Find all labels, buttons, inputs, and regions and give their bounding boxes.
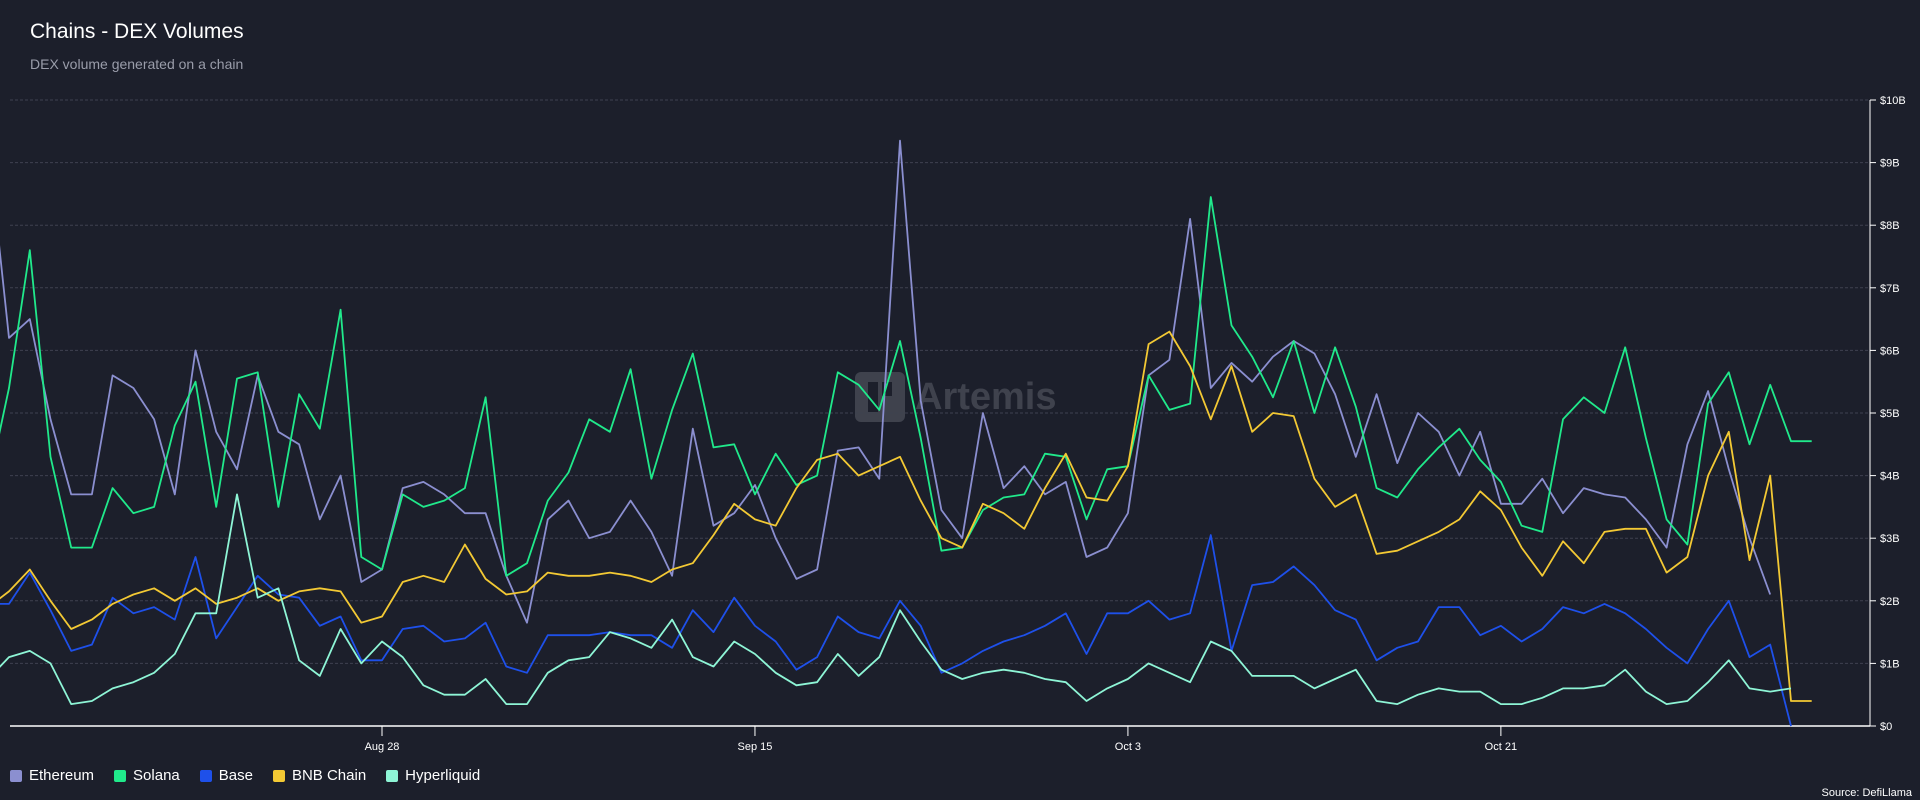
- legend-item-base[interactable]: Base: [199, 767, 253, 784]
- y-tick-label: $2B: [1880, 596, 1900, 608]
- series-line-bnb-chain[interactable]: [0, 330, 1812, 702]
- series-line-solana[interactable]: [0, 196, 1812, 577]
- y-tick-label: $7B: [1880, 283, 1900, 295]
- y-tick-label: $9B: [1880, 158, 1900, 170]
- y-tick-label: $8B: [1880, 220, 1900, 232]
- legend-label: Ethereum: [29, 767, 95, 784]
- artemis-watermark: Artemis: [855, 372, 1057, 422]
- y-tick-label: $10B: [1880, 95, 1906, 107]
- x-tick-label: Aug 28: [365, 741, 400, 753]
- series-line-base[interactable]: [0, 534, 1792, 727]
- legend-item-bnb-chain[interactable]: BNB Chain: [272, 767, 367, 784]
- grid-lines: [10, 99, 1870, 727]
- y-tick-label: $5B: [1880, 408, 1900, 420]
- legend-label: BNB Chain: [291, 767, 367, 784]
- y-tick-label: $4B: [1880, 471, 1900, 483]
- y-tick-label: $3B: [1880, 533, 1900, 545]
- y-tick-label: $6B: [1880, 345, 1900, 357]
- artemis-logo-icon: [855, 372, 905, 422]
- legend-swatch: [199, 769, 212, 782]
- series-line-ethereum[interactable]: [0, 139, 1772, 624]
- legend-label: Solana: [133, 767, 180, 784]
- legend-label: Hyperliquid: [405, 767, 481, 784]
- legend-swatch: [114, 769, 127, 782]
- x-tick-label: Sep 15: [738, 741, 773, 753]
- legend-item-ethereum[interactable]: Ethereum: [10, 767, 94, 784]
- legend-swatch: [386, 769, 399, 782]
- legend-swatch: [272, 769, 285, 782]
- chart-subtitle: DEX volume generated on a chain: [30, 56, 244, 72]
- source-note: Source: DefiLlama: [1821, 787, 1913, 799]
- series-lines: [0, 139, 1812, 727]
- legend-item-solana[interactable]: Solana: [114, 767, 180, 784]
- axes: $0 $1B $2B $3B $4B $5B $6B $7B $8B $9B $10B Aug 28 S…: [365, 95, 1906, 753]
- chart-title: Chains - DEX Volumes: [30, 20, 244, 43]
- legend-item-hyperliquid[interactable]: Hyperliquid: [386, 767, 480, 784]
- legend-swatch: [10, 769, 22, 782]
- x-tick-label: Oct 21: [1485, 741, 1517, 753]
- x-tick-label: Oct 3: [1115, 741, 1141, 753]
- series-line-hyperliquid[interactable]: [0, 493, 1792, 705]
- y-tick-label: $1B: [1880, 658, 1900, 670]
- legend-label: Base: [218, 767, 253, 784]
- chart-legend: Ethereum Solana Base BNB Chain Hyperliquid: [10, 767, 480, 784]
- y-tick-label: $0: [1880, 721, 1892, 733]
- watermark-text: Artemis: [915, 375, 1057, 418]
